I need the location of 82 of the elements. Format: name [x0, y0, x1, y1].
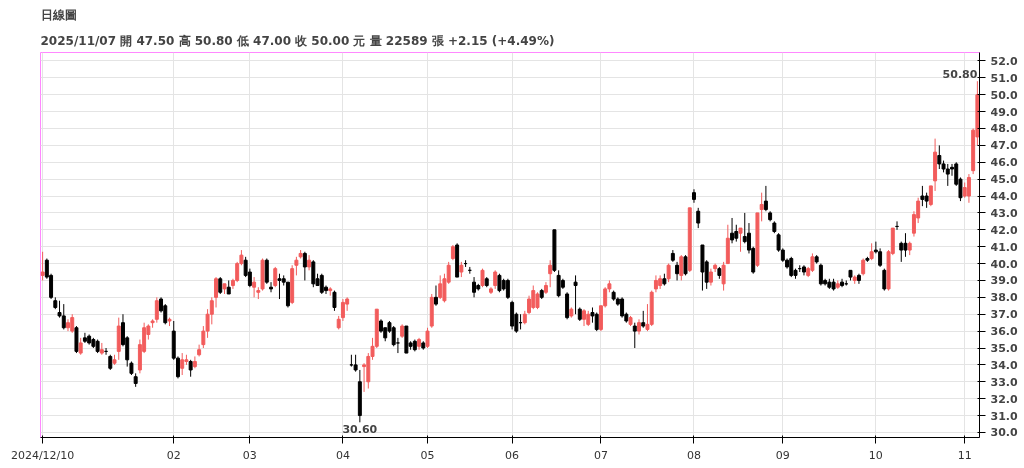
candlestick	[937, 144, 942, 170]
x-tick-label: 11	[957, 448, 972, 462]
y-tick-label: 39.0	[990, 274, 1018, 288]
candlestick	[332, 290, 337, 312]
candlestick	[899, 241, 904, 263]
candlestick	[945, 163, 950, 187]
candlestick	[438, 274, 443, 300]
y-tick-label: 42.0	[990, 223, 1018, 237]
candlestick	[40, 251, 45, 281]
candlestick	[675, 261, 680, 281]
candlestick	[497, 273, 502, 293]
y-tick-label: 48.0	[990, 122, 1018, 136]
candlestick	[425, 327, 430, 349]
candlestick	[82, 332, 87, 344]
candlestick	[61, 303, 66, 330]
candlestick	[882, 268, 887, 292]
candlestick	[548, 259, 553, 288]
candlestick	[696, 207, 701, 229]
y-tick-label: 45.0	[990, 173, 1018, 187]
x-tick-label: 09	[775, 448, 790, 462]
annotation: 30.60	[342, 423, 378, 437]
candlestick	[721, 261, 726, 292]
candlestick	[666, 263, 671, 283]
y-tick-label: 33.0	[990, 375, 1018, 389]
y-tick-label: 44.0	[990, 190, 1018, 204]
y-tick-label: 43.0	[990, 206, 1018, 220]
candlestick	[818, 263, 823, 287]
chart-title: 日線圖	[40, 7, 77, 22]
y-tick-label: 51.0	[990, 71, 1018, 85]
candlestick	[74, 325, 79, 354]
x-tick-label: 07	[593, 448, 608, 462]
x-tick-label: 02	[166, 448, 181, 462]
candlestick	[285, 281, 290, 308]
x-tick-label: 10	[868, 448, 883, 462]
candlestick	[192, 355, 197, 369]
y-tick-label: 32.0	[990, 392, 1018, 406]
x-tick-label: 03	[242, 448, 257, 462]
candlestick	[556, 269, 561, 298]
candlestick	[683, 254, 688, 276]
candlestick	[903, 232, 908, 258]
x-tick-label: 08	[686, 448, 701, 462]
candlestick	[920, 185, 925, 207]
candlestick	[810, 252, 815, 273]
y-tick-label: 38.0	[990, 291, 1018, 305]
y-tick-label: 30.0	[990, 426, 1018, 440]
x-tick-label: 05	[420, 448, 435, 462]
y-tick-label: 50.0	[990, 88, 1018, 102]
candlestick	[311, 259, 316, 288]
y-tick-label: 40.0	[990, 257, 1018, 271]
candlestick	[620, 296, 625, 319]
y-tick-label: 49.0	[990, 105, 1018, 119]
candlestick	[434, 285, 438, 307]
y-tick-label: 46.0	[990, 156, 1018, 170]
candlestick	[573, 274, 578, 315]
candlestick	[510, 300, 515, 330]
annotation: 50.80	[942, 68, 978, 82]
y-tick-label: 47.0	[990, 139, 1018, 153]
candlestick	[493, 269, 498, 290]
candlestick	[594, 312, 599, 332]
y-tick-label: 37.0	[990, 308, 1018, 322]
candlestick	[277, 273, 282, 300]
candlestick	[307, 254, 312, 271]
candlestick	[632, 322, 637, 349]
y-tick-label: 34.0	[990, 358, 1018, 372]
chart-subtitle: 2025/11/07 開 47.50 高 50.80 低 47.00 收 50.00 元 量 22589 張 +2.15 (+4.49%)	[40, 33, 555, 48]
candlestick	[273, 266, 278, 288]
candlestick	[66, 318, 70, 332]
y-tick-label: 35.0	[990, 342, 1018, 355]
x-tick-label: 04	[335, 448, 350, 462]
candlestick	[763, 185, 768, 212]
x-tick-label: 06	[505, 448, 520, 462]
x-tick-label: 2024/12/10	[10, 448, 75, 462]
candlestick	[480, 268, 485, 288]
candlestick	[738, 227, 743, 253]
y-tick-label: 52.0	[990, 54, 1018, 68]
candlestick	[294, 256, 299, 276]
y-tick-label: 31.0	[990, 409, 1018, 423]
y-tick-label: 41.0	[990, 240, 1018, 254]
candlestick	[70, 313, 75, 334]
y-tick-label: 36.0	[990, 325, 1018, 339]
candlestick	[154, 296, 159, 324]
candlestick	[679, 254, 684, 281]
